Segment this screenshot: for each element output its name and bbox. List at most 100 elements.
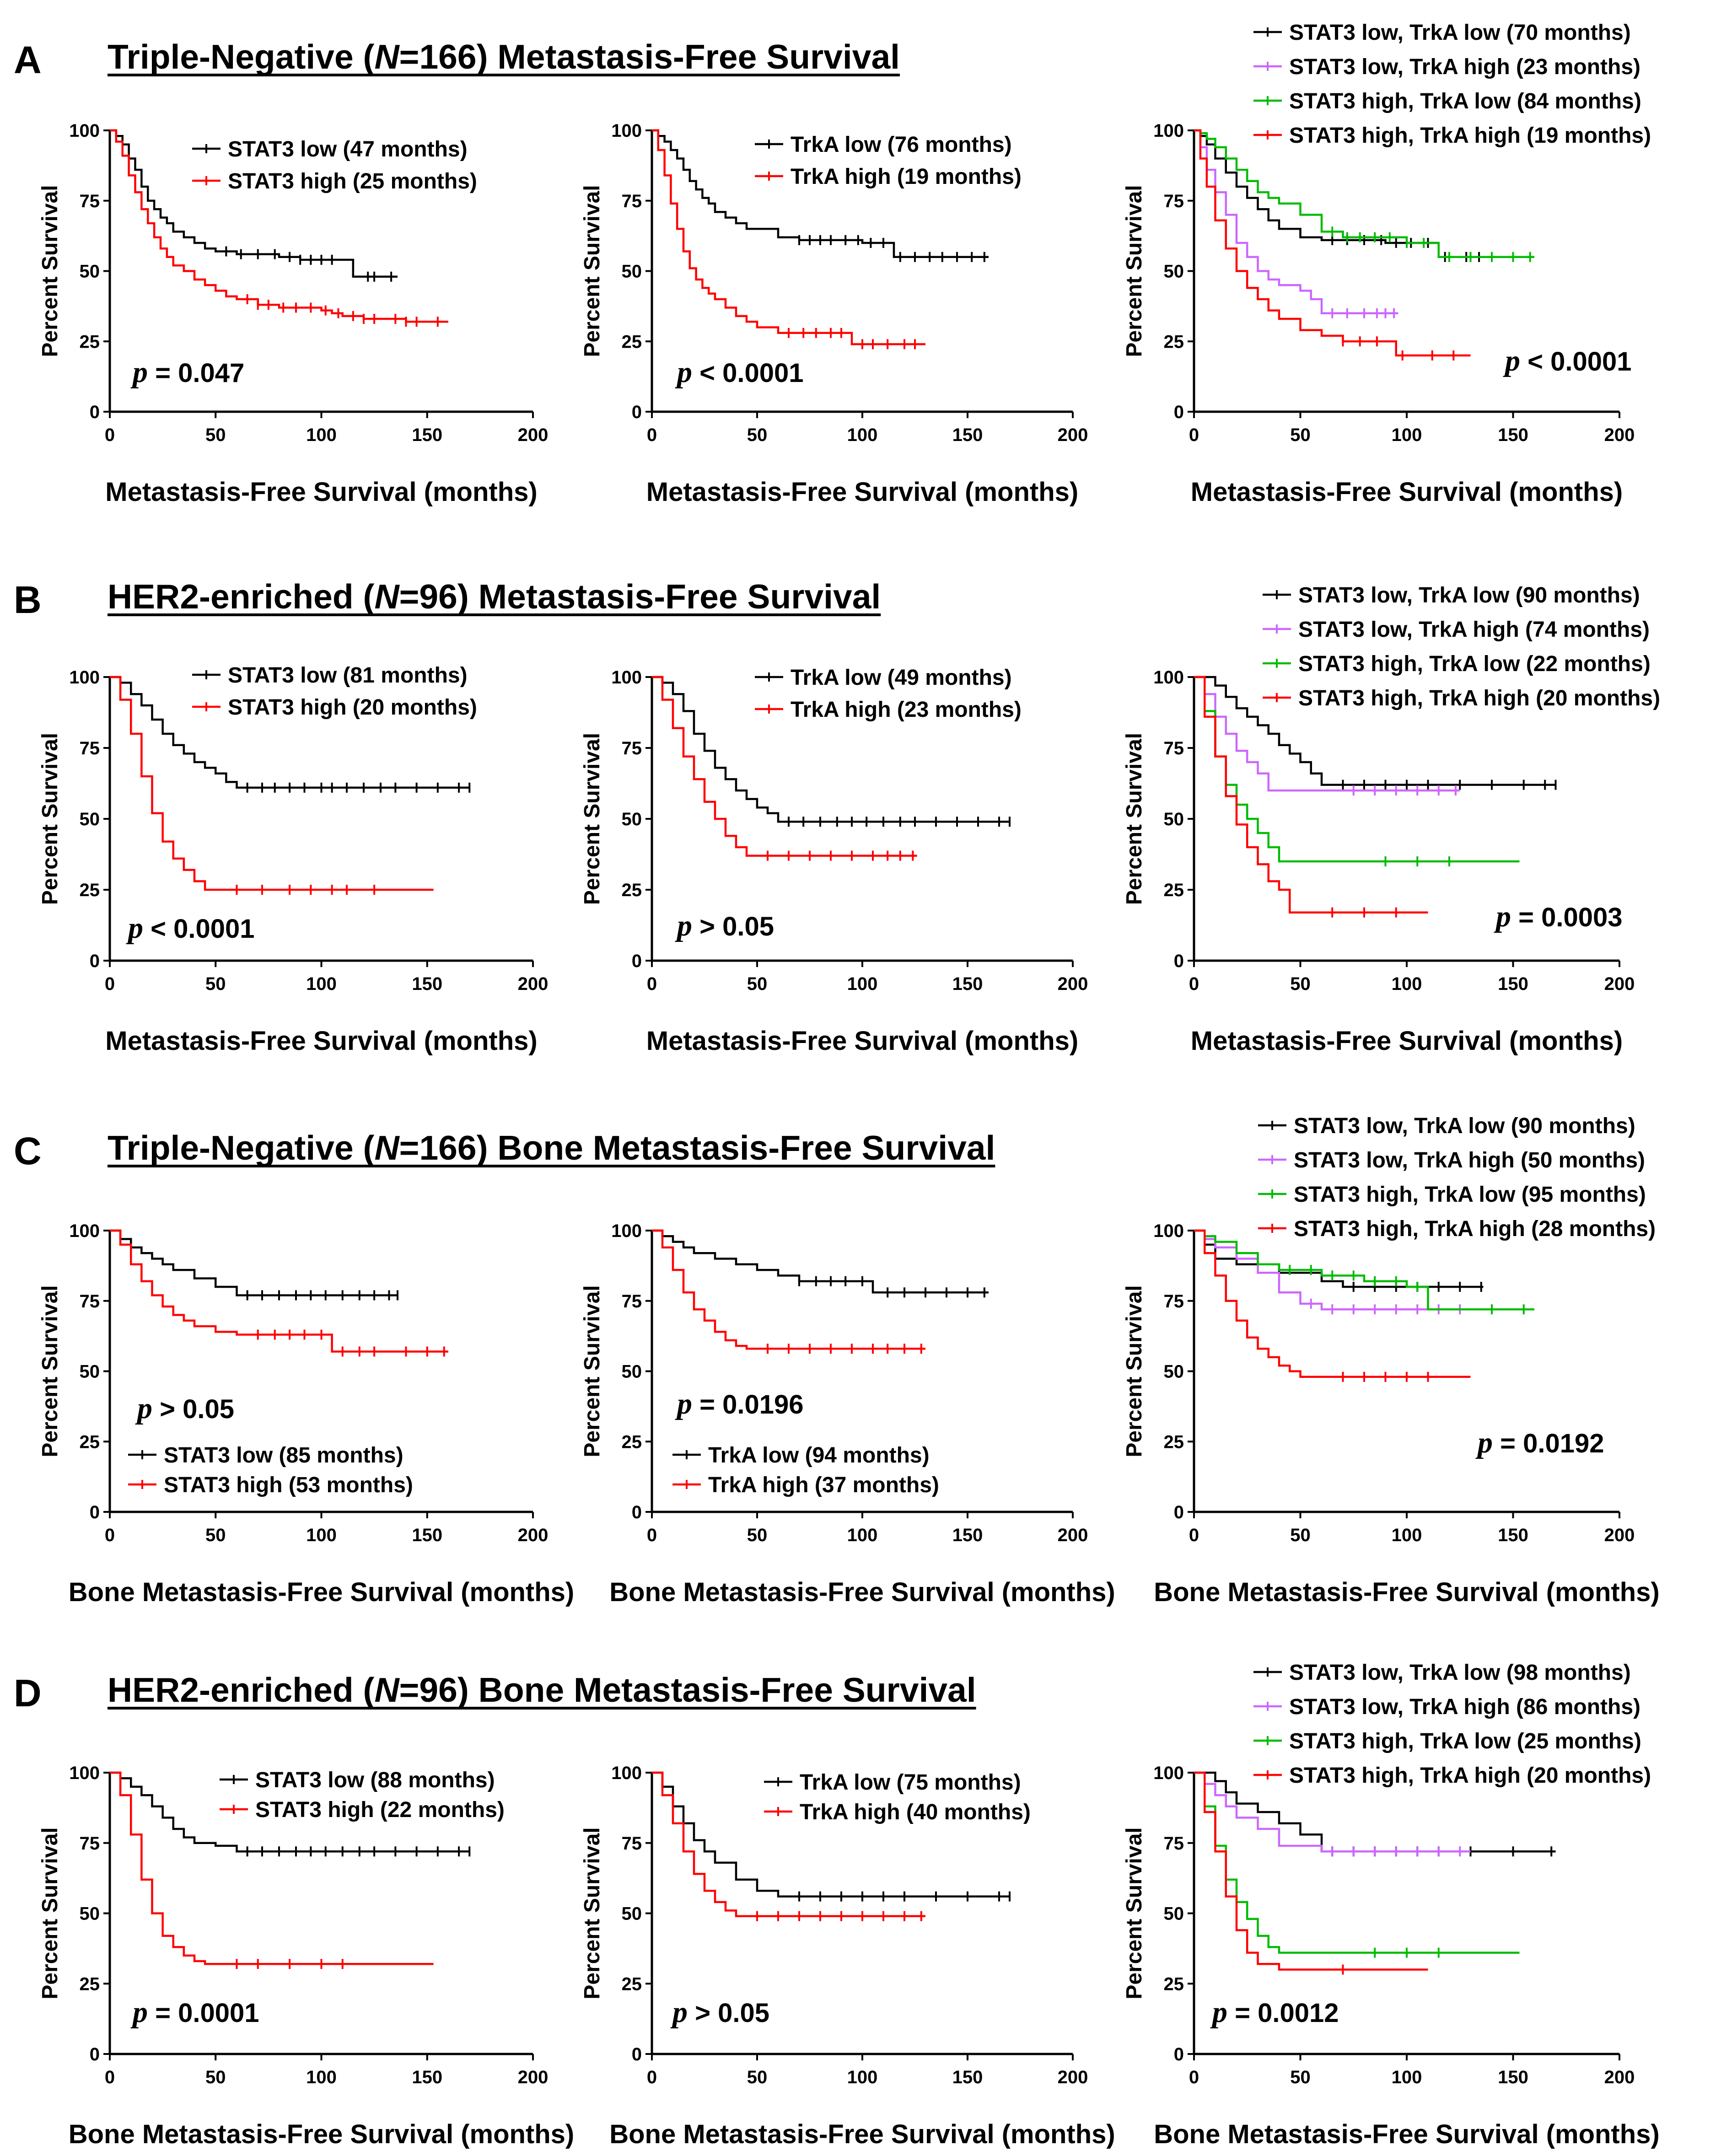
y-tick-label: 100 — [1153, 121, 1184, 141]
panel-header-a: A Triple-Negative (N=166) Metastasis-Free… — [14, 38, 900, 81]
x-tick-label: 150 — [952, 2067, 983, 2087]
x-axis-title: Bone Metastasis-Free Survival (months) — [609, 1577, 1115, 1607]
x-tick-label: 50 — [1290, 425, 1311, 445]
panel-title-italic: N — [374, 1671, 400, 1709]
y-axis-title: Percent Survival — [1122, 733, 1146, 905]
x-tick-label: 100 — [306, 1525, 337, 1545]
y-tick-label: 100 — [69, 667, 100, 688]
p-value-text: = 0.047 — [148, 358, 244, 388]
x-tick-label: 0 — [1189, 2067, 1199, 2087]
y-tick-label: 100 — [69, 1763, 100, 1783]
panel-title-italic: N — [374, 38, 400, 76]
y-tick-label: 100 — [1153, 1763, 1184, 1783]
legend-label: STAT3 low (85 months) — [164, 1443, 403, 1468]
p-value: p = 0.0001 — [130, 1995, 259, 2029]
legend-label: STAT3 high, TrkA low (22 months) — [1298, 652, 1651, 676]
y-tick-label: 25 — [1164, 332, 1184, 352]
y-tick-label: 50 — [622, 1362, 642, 1382]
y-axis-title: Percent Survival — [1122, 1827, 1146, 1999]
legend-label: STAT3 low (88 months) — [255, 1768, 495, 1792]
x-tick-label: 200 — [518, 425, 549, 445]
x-tick-label: 200 — [1058, 1525, 1088, 1545]
legend-label: STAT3 high, TrkA high (20 months) — [1289, 1764, 1651, 1788]
y-tick-label: 25 — [1164, 1432, 1184, 1452]
panel-title-part: Triple-Negative ( — [108, 38, 375, 76]
y-tick-label: 75 — [80, 1291, 100, 1312]
survival-curve — [110, 676, 434, 891]
p-value-symbol: p — [130, 355, 148, 389]
p-value: p = 0.047 — [130, 355, 244, 389]
x-tick-label: 100 — [1392, 2067, 1422, 2087]
survival-curve — [1194, 1229, 1471, 1311]
legend-label: TrkA low (94 months) — [708, 1443, 930, 1468]
survival-curve — [1194, 1771, 1520, 1954]
x-axis-title: Bone Metastasis-Free Survival (months) — [609, 2119, 1115, 2149]
y-axis-title: Percent Survival — [580, 1285, 604, 1457]
x-tick-label: 150 — [412, 1525, 442, 1545]
survival-curve — [652, 129, 989, 258]
y-tick-label: 100 — [611, 1221, 642, 1241]
p-value: p < 0.0001 — [1503, 344, 1632, 377]
y-tick-label: 50 — [1164, 809, 1184, 829]
y-tick-label: 50 — [1164, 1362, 1184, 1382]
survival-curve — [110, 1771, 434, 1965]
km-chart-a-2: 0 25 50 75 100 0 50 100 150 200 Percent Survival Me… — [580, 121, 1088, 507]
p-value-symbol: p — [670, 1995, 688, 2029]
x-tick-label: 50 — [747, 1525, 768, 1545]
panel-title-part: =166) Metastasis-Free Survival — [399, 38, 900, 76]
p-value-text: > 0.05 — [688, 1998, 769, 2028]
panel-title: HER2-enriched (N=96) Bone Metastasis-Fre… — [108, 1671, 976, 1709]
p-value-text: > 0.05 — [152, 1394, 234, 1424]
x-tick-label: 0 — [105, 1525, 115, 1545]
x-tick-label: 100 — [1392, 425, 1422, 445]
x-tick-label: 150 — [412, 2067, 442, 2087]
y-tick-label: 50 — [1164, 1904, 1184, 1924]
y-tick-label: 0 — [632, 951, 642, 971]
y-tick-label: 25 — [80, 1974, 100, 1994]
y-tick-label: 0 — [90, 402, 100, 422]
y-tick-label: 25 — [80, 1432, 100, 1452]
p-value-text: = 0.0012 — [1227, 1998, 1339, 2028]
survival-curve — [652, 1229, 989, 1294]
y-tick-label: 0 — [1174, 951, 1184, 971]
y-tick-label: 50 — [80, 262, 100, 282]
km-chart-b-2: 0 25 50 75 100 0 50 100 150 200 Percent Survival Me… — [580, 666, 1088, 1056]
y-axis-title: Percent Survival — [580, 733, 604, 905]
p-value-symbol: p — [1494, 900, 1511, 933]
survival-curve — [652, 1771, 925, 1917]
legend-label: STAT3 high, TrkA low (84 months) — [1289, 89, 1641, 113]
legend-label: STAT3 high, TrkA high (19 months) — [1289, 124, 1651, 148]
y-tick-label: 75 — [1164, 191, 1184, 211]
legend-label: STAT3 high (53 months) — [164, 1473, 413, 1497]
y-axis-title: Percent Survival — [580, 1827, 604, 1999]
legend-label: STAT3 high (25 months) — [228, 169, 477, 194]
panel-title-part: Triple-Negative ( — [108, 1129, 375, 1167]
x-tick-label: 50 — [1290, 2067, 1311, 2087]
legend-label: TrkA high (23 months) — [791, 698, 1022, 722]
y-tick-label: 100 — [611, 121, 642, 141]
legend-label: STAT3 high, TrkA high (20 months) — [1298, 686, 1660, 710]
x-axis-title: Metastasis-Free Survival (months) — [646, 477, 1078, 507]
x-tick-label: 100 — [1392, 974, 1422, 994]
y-axis-title: Percent Survival — [580, 185, 604, 357]
y-tick-label: 50 — [622, 262, 642, 282]
x-tick-label: 0 — [1189, 1525, 1199, 1545]
x-tick-label: 100 — [1392, 1525, 1422, 1545]
p-value-symbol: p — [675, 1387, 692, 1420]
p-value-text: < 0.0001 — [143, 914, 255, 944]
p-value: p > 0.05 — [135, 1392, 234, 1425]
x-tick-label: 0 — [647, 1525, 657, 1545]
y-axis-title: Percent Survival — [38, 1285, 62, 1457]
panel-title-part: HER2-enriched ( — [108, 577, 374, 616]
survival-curve — [110, 1229, 448, 1353]
x-tick-label: 150 — [952, 1525, 983, 1545]
x-tick-label: 50 — [1290, 1525, 1311, 1545]
survival-curve — [1194, 676, 1428, 914]
km-chart-d-1: 0 25 50 75 100 0 50 100 150 200 Percent Survival Bo… — [38, 1763, 574, 2149]
x-tick-label: 100 — [847, 1525, 878, 1545]
p-value: p > 0.05 — [670, 1995, 769, 2029]
p-value-text: > 0.05 — [692, 912, 774, 941]
x-axis-title: Bone Metastasis-Free Survival (months) — [69, 2119, 575, 2149]
legend-label: STAT3 low, TrkA high (50 months) — [1294, 1148, 1645, 1172]
panel-letter: A — [14, 38, 42, 81]
